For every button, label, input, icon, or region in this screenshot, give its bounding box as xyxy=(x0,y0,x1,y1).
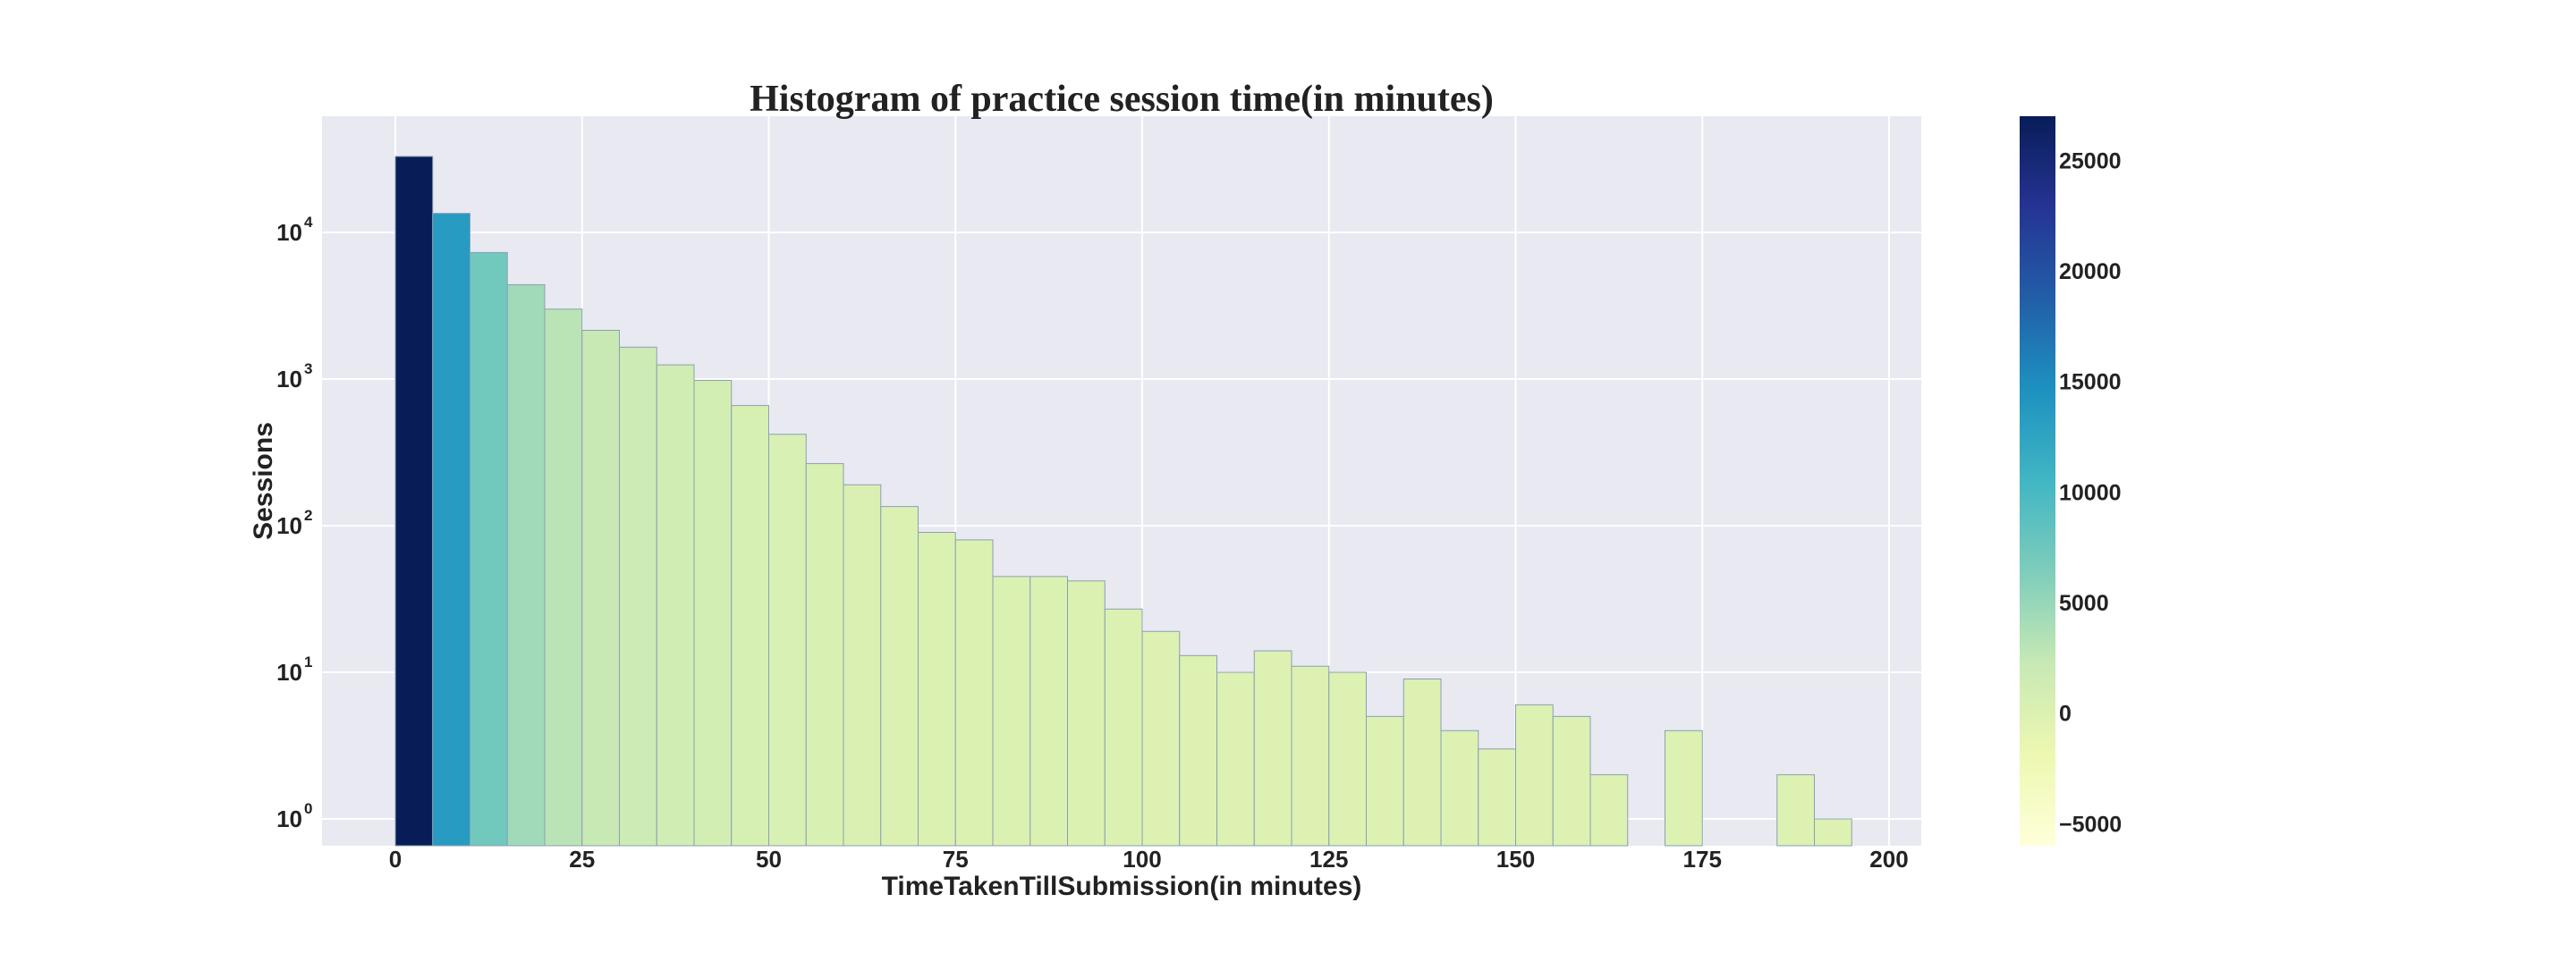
y-tick-label: 10 3 xyxy=(276,360,312,392)
histogram-bar xyxy=(470,251,508,847)
histogram-bar xyxy=(1104,608,1143,847)
histogram-bar xyxy=(581,329,620,847)
histogram-bar xyxy=(918,532,956,847)
x-tick-label: 125 xyxy=(1309,846,1348,873)
bars xyxy=(394,156,1852,847)
colorbar xyxy=(2020,116,2055,846)
chart-title: Histogram of practice session time(in mi… xyxy=(750,79,1494,120)
colorbar-tick-label: −5000 xyxy=(2059,812,2122,837)
x-tick-label: 200 xyxy=(1869,846,1908,873)
x-tick-label: 150 xyxy=(1496,846,1535,873)
histogram-bar xyxy=(843,484,882,847)
histogram-bar xyxy=(1665,730,1703,847)
x-tick-label: 75 xyxy=(943,846,969,873)
x-tick-label: 50 xyxy=(756,846,782,873)
histogram-bar xyxy=(619,346,657,847)
histogram-bar xyxy=(1216,671,1255,847)
histogram-bar xyxy=(992,576,1031,847)
histogram-bar xyxy=(1253,650,1292,847)
histogram-bar xyxy=(1776,774,1815,847)
histogram-bar xyxy=(805,463,844,847)
y-tick-base: 10 xyxy=(276,806,302,832)
histogram-bar xyxy=(1515,704,1554,847)
histogram-bar xyxy=(768,434,807,847)
y-tick-label: 10 2 xyxy=(276,507,312,539)
histogram-bar xyxy=(1440,730,1479,847)
colorbar-tick-label: 25000 xyxy=(2059,148,2122,173)
histogram-bar xyxy=(1328,671,1367,847)
histogram-bar xyxy=(731,405,769,847)
histogram-bar xyxy=(656,364,695,847)
x-tick-label: 100 xyxy=(1123,846,1161,873)
histogram-bar xyxy=(1402,679,1442,847)
histogram-bar xyxy=(1067,580,1106,847)
colorbar-tick-label: 0 xyxy=(2059,702,2072,727)
colorbar-ticks: −5000 0 5000 10000 15000 20000 25000 xyxy=(2059,148,2122,837)
colorbar-tick-label: 10000 xyxy=(2059,480,2122,505)
histogram-bar xyxy=(1179,654,1217,847)
histogram-bar xyxy=(1366,715,1404,847)
histogram-bar xyxy=(506,283,546,847)
y-axis-label: Sessions xyxy=(249,422,278,540)
colorbar-tick-label: 20000 xyxy=(2059,259,2122,284)
x-tick-label: 25 xyxy=(569,846,595,873)
histogram-bar xyxy=(1030,576,1068,847)
y-tick-base: 10 xyxy=(276,366,302,392)
histogram-bar xyxy=(1814,818,1852,847)
histogram-bar xyxy=(693,379,733,847)
y-tick-exponent: 3 xyxy=(304,360,312,377)
histogram-bar xyxy=(1552,715,1591,847)
histogram-bar xyxy=(432,213,470,847)
histogram-bar xyxy=(1589,774,1629,847)
y-tick-label: 10 1 xyxy=(276,654,312,686)
histogram-bar xyxy=(1478,748,1516,847)
colorbar-tick-label: 5000 xyxy=(2059,591,2109,616)
y-tick-base: 10 xyxy=(276,219,302,246)
histogram-bar xyxy=(954,539,994,847)
x-axis-label: TimeTakenTillSubmission(in minutes) xyxy=(882,872,1362,901)
histogram-bar xyxy=(394,156,434,847)
x-axis-ticks: 0 25 50 75 100 125 150 175 200 xyxy=(389,846,1909,873)
y-tick-exponent: 0 xyxy=(304,800,312,817)
y-tick-exponent: 2 xyxy=(304,507,312,524)
histogram-bar xyxy=(880,506,919,847)
y-tick-label: 10 4 xyxy=(276,214,313,246)
y-tick-label: 10 0 xyxy=(276,800,312,832)
y-tick-base: 10 xyxy=(276,512,302,539)
y-tick-exponent: 1 xyxy=(304,654,312,671)
histogram-bar xyxy=(544,308,583,847)
x-tick-label: 0 xyxy=(389,846,402,873)
x-tick-label: 175 xyxy=(1683,846,1722,873)
y-tick-exponent: 4 xyxy=(304,214,313,231)
colorbar-tick-label: 15000 xyxy=(2059,370,2122,395)
histogram-bar xyxy=(1291,665,1330,847)
histogram-bar xyxy=(1141,630,1181,847)
y-tick-base: 10 xyxy=(276,659,302,686)
